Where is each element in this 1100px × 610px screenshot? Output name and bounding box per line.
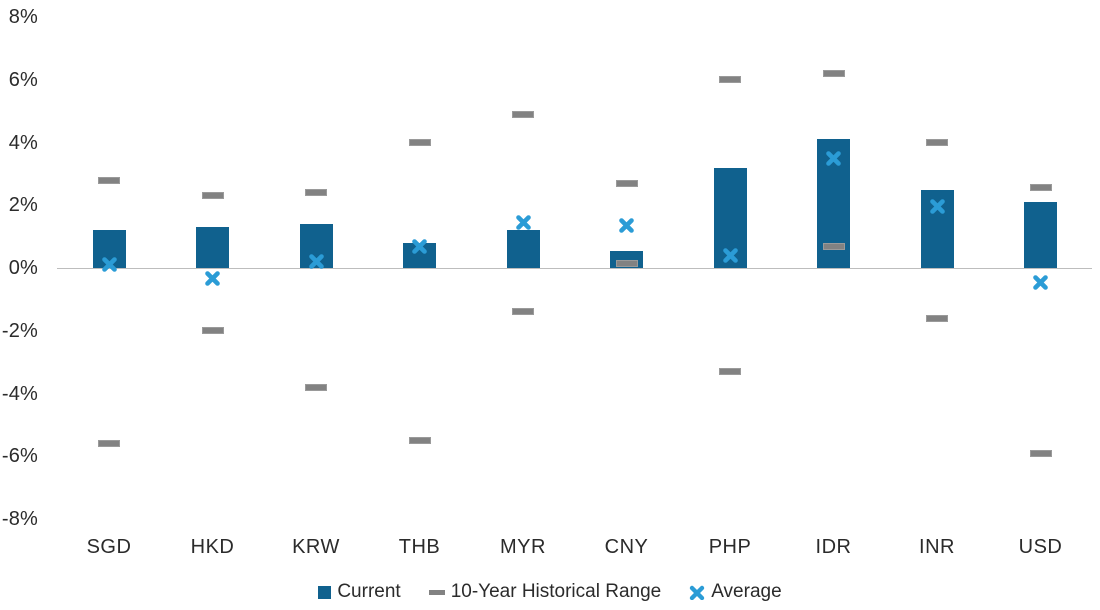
average-marker-cny [618, 217, 635, 234]
legend-item-average: Average [689, 581, 782, 603]
current-bar-hkd [196, 227, 229, 268]
legend-item-current: Current [318, 581, 401, 603]
range-low-dash-myr [512, 308, 534, 316]
average-marker-myr [515, 214, 532, 231]
current-bar-myr [506, 230, 540, 268]
x-axis-label-thb: THB [398, 536, 441, 558]
y-axis-label-8pct: 8% [8, 6, 38, 28]
y-axis-label-6pct: 6% [8, 68, 38, 91]
average-marker-sgd [101, 256, 118, 273]
range-high-dash-idr [822, 69, 845, 77]
average-x-icon [1033, 274, 1048, 290]
x-axis-label-idr: IDR [815, 536, 852, 558]
legend-item-range: 10-Year Historical Range [428, 581, 662, 603]
range-high-dash-hkd [201, 192, 224, 200]
y-axis-label-2pct: 2% [8, 194, 38, 217]
average-x-icon [826, 150, 841, 166]
y-axis-label-0pct: 0% [8, 257, 38, 279]
average-marker-php [722, 247, 739, 264]
y-axis-label--8pct: -8% [1, 508, 38, 530]
current-bar-swatch-icon [318, 585, 332, 599]
x-axis-label-myr: MYR [500, 536, 546, 558]
range-low-dash-hkd [201, 327, 224, 335]
y-axis-label--4pct: -4% [1, 382, 38, 405]
range-high-dash-krw [305, 189, 327, 197]
average-marker-usd [1032, 274, 1049, 291]
average-x-icon [205, 271, 220, 287]
range-low-dash-cny [615, 259, 638, 267]
legend: Current 10-Year Historical Range Average [0, 581, 1100, 603]
average-x-icon [101, 257, 117, 273]
average-x-icon [308, 254, 324, 270]
average-x-icon [722, 248, 738, 263]
x-axis-label-cny: CNY [604, 536, 649, 558]
current-bar-usd [1024, 202, 1057, 268]
x-axis-label-php: PHP [708, 536, 752, 558]
range-high-dash-inr [926, 139, 948, 146]
range-low-dash-php [719, 368, 741, 376]
current-bar-inr [920, 189, 954, 268]
average-marker-inr [929, 198, 946, 215]
x-axis-zero-line [57, 268, 1092, 269]
legend-label-range: 10-Year Historical Range [450, 581, 662, 602]
range-low-dash-thb [408, 437, 431, 445]
average-marker-krw [308, 253, 325, 270]
range-low-dash-sgd [98, 440, 120, 448]
average-marker-hkd [204, 270, 221, 287]
average-marker-thb [411, 238, 428, 255]
range-dash-swatch-icon [428, 589, 445, 595]
legend-label-average: Average [711, 581, 782, 602]
average-x-swatch-icon [689, 584, 705, 601]
range-low-dash-inr [926, 314, 948, 322]
x-axis-label-inr: INR [919, 536, 955, 558]
range-low-dash-idr [822, 242, 845, 250]
average-x-icon [515, 215, 531, 230]
average-x-icon [619, 218, 634, 233]
range-high-dash-cny [615, 179, 638, 187]
legend-label-current: Current [337, 581, 401, 602]
range-high-dash-myr [512, 110, 534, 118]
range-high-dash-php [719, 76, 741, 84]
range-high-dash-sgd [98, 176, 120, 184]
y-axis-label-4pct: 4% [8, 131, 38, 154]
x-axis-label-sgd: SGD [86, 536, 132, 558]
range-low-dash-usd [1029, 449, 1052, 457]
x-axis-label-usd: USD [1018, 536, 1063, 558]
range-high-dash-thb [408, 139, 431, 146]
y-axis-label--2pct: -2% [1, 319, 38, 342]
current-bar-php [713, 167, 747, 268]
average-marker-idr [825, 150, 842, 167]
x-axis-label-hkd: HKD [190, 536, 235, 558]
average-x-icon [412, 238, 427, 254]
y-axis-label--6pct: -6% [1, 445, 38, 468]
range-low-dash-krw [305, 383, 327, 391]
average-x-icon [929, 199, 945, 215]
x-axis-label-krw: KRW [292, 536, 340, 558]
range-high-dash-usd [1029, 184, 1052, 192]
